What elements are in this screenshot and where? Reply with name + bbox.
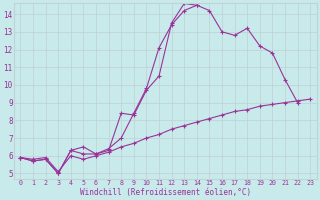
X-axis label: Windchill (Refroidissement éolien,°C): Windchill (Refroidissement éolien,°C) — [80, 188, 251, 197]
